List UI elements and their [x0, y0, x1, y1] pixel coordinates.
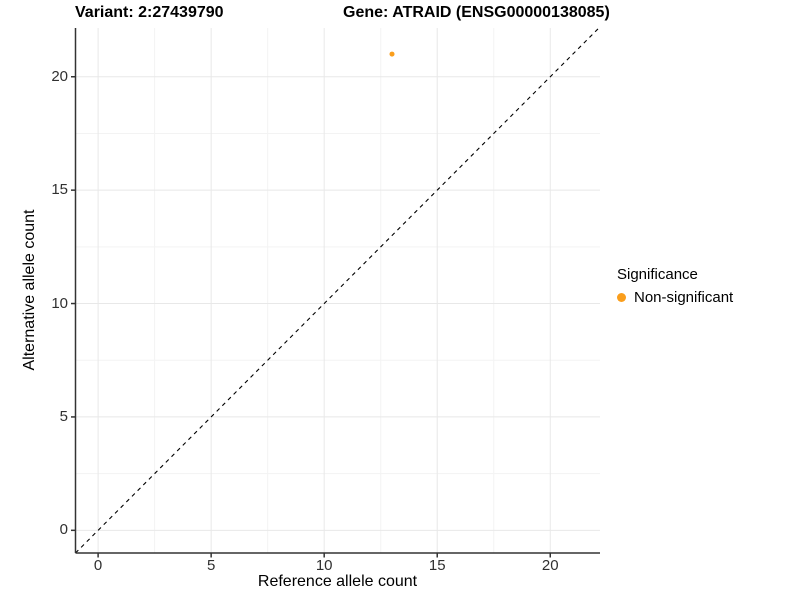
y-tick-label: 10 [51, 294, 68, 312]
y-tick-label: 0 [59, 521, 68, 539]
x-axis-title: Reference allele count [257, 573, 418, 590]
x-tick-label: 10 [315, 557, 333, 574]
legend-entry: Non-significant [617, 289, 733, 306]
plot-title-variant: Variant: 2:27439790 [75, 4, 224, 21]
data-point [389, 51, 395, 57]
legend-entry-label: Non-significant [634, 289, 734, 306]
legend-title: Significance [617, 266, 698, 283]
x-tick-label: 15 [428, 557, 446, 574]
legend-dot-icon [617, 293, 626, 302]
identity-line [75, 27, 600, 554]
y-axis-title: Alternative allele count [21, 209, 38, 371]
y-tick-label: 5 [59, 407, 68, 425]
plot-title-gene: Gene: ATRAID (ENSG00000138085) [343, 4, 610, 21]
x-tick-label: 20 [541, 557, 559, 574]
x-tick-label: 5 [206, 557, 216, 574]
y-tick-label: 20 [51, 67, 68, 85]
legend: Significance Non-significant [617, 266, 733, 306]
y-tick-label: 15 [51, 181, 68, 199]
x-tick-label: 0 [93, 557, 103, 574]
